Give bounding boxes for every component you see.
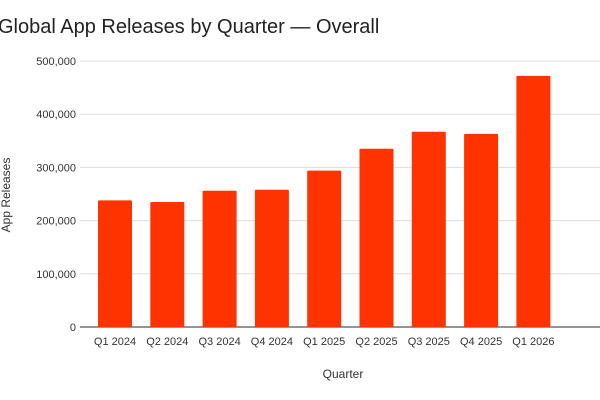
y-tick-label: 0	[70, 322, 76, 334]
x-tick-label: Q3 2024	[198, 336, 240, 348]
chart-title: Global App Releases by Quarter — Overall	[0, 16, 380, 38]
x-tick-label: Q1 2024	[94, 336, 136, 348]
y-axis-label: App Releases	[0, 158, 13, 233]
x-tick-label: Q1 2026	[512, 336, 554, 348]
y-tick-label: 200,000	[36, 216, 76, 228]
bar	[516, 75, 551, 328]
x-tick-label: Q4 2025	[460, 336, 502, 348]
x-tick-label: Q4 2024	[251, 336, 293, 348]
bar	[464, 133, 499, 327]
y-tick-label: 500,000	[36, 56, 76, 68]
bar	[254, 189, 289, 327]
bar	[150, 201, 185, 327]
bar	[202, 190, 237, 327]
x-tick-label: Q3 2025	[408, 336, 450, 348]
bar	[411, 131, 446, 327]
y-tick-label: 400,000	[36, 109, 76, 121]
x-tick-label: Q2 2024	[146, 336, 188, 348]
x-tick-label: Q2 2025	[355, 336, 397, 348]
y-tick-label: 300,000	[36, 162, 76, 174]
x-tick-label: Q1 2025	[303, 336, 345, 348]
y-tick-label: 100,000	[36, 269, 76, 281]
bar	[359, 148, 394, 327]
bar	[98, 200, 132, 327]
x-axis-label: Quarter	[323, 367, 364, 381]
bar	[307, 170, 342, 327]
